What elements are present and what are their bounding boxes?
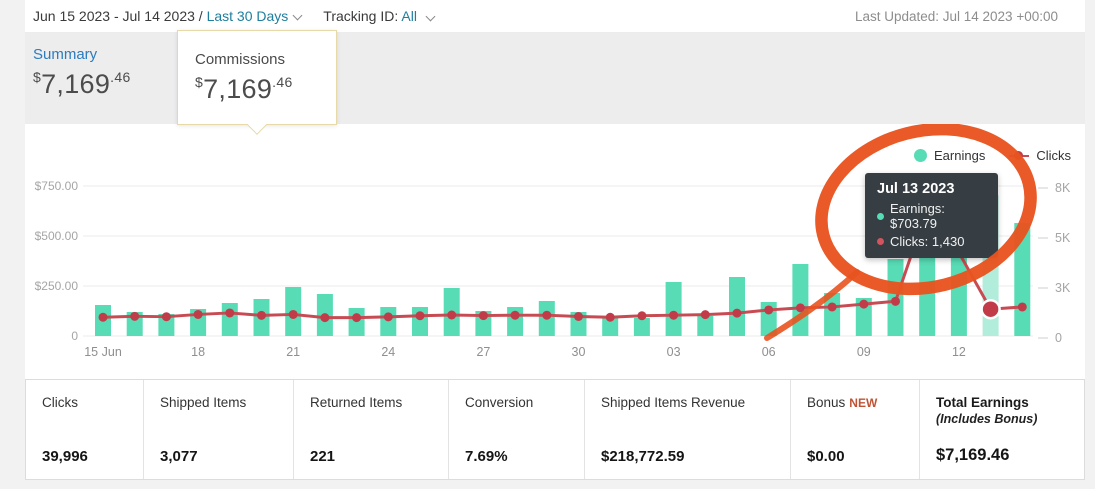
stat-value: $218,772.59 [601, 448, 685, 465]
stat-value: 221 [310, 448, 336, 465]
tracking-id-value-link[interactable]: All [401, 8, 417, 24]
amount-int: 7,169 [203, 74, 273, 104]
chart-legend: Earnings Clicks [914, 148, 1071, 163]
tab-summary[interactable]: Summary $7,169.46 [33, 46, 1085, 100]
stat-shipped-items-revenue: Shipped Items Revenue $218,772.59 [584, 380, 790, 479]
legend-item-earnings[interactable]: Earnings [914, 148, 985, 163]
tooltip-earnings-value: Earnings: $703.79 [890, 201, 945, 231]
svg-text:21: 21 [286, 345, 300, 359]
chevron-down-icon[interactable] [292, 10, 303, 20]
legend-clicks-label: Clicks [1036, 148, 1071, 163]
stat-label: Shipped Items Revenue [601, 395, 746, 410]
svg-text:5K: 5K [1055, 231, 1071, 245]
svg-text:0: 0 [71, 329, 78, 343]
stat-sublabel: (Includes Bonus) [936, 412, 1038, 426]
svg-text:03: 03 [667, 345, 681, 359]
stat-value: 7.69% [465, 448, 508, 465]
amount-dec: .46 [110, 69, 131, 85]
svg-text:$250.00: $250.00 [35, 279, 79, 293]
stat-value: $0.00 [807, 448, 845, 465]
date-range-text: Jun 15 2023 - Jul 14 2023 / [33, 8, 203, 24]
svg-text:24: 24 [381, 345, 395, 359]
stat-label: Total Earnings [936, 395, 1029, 410]
top-bar: Jun 15 2023 - Jul 14 2023 / Last 30 Days… [25, 0, 1085, 33]
earnings-bullet-icon [877, 212, 884, 220]
stat-label: Bonus [807, 395, 846, 410]
amount-dec: .46 [272, 74, 293, 90]
stat-bonus: Bonus NEW $0.00 [790, 380, 919, 479]
last-updated-text: Last Updated: Jul 14 2023 +00:00 [854, 8, 1058, 24]
new-badge: NEW [849, 396, 878, 410]
svg-text:0: 0 [1055, 331, 1062, 345]
stat-shipped-items: Shipped Items 3,077 [143, 380, 293, 479]
stat-conversion: Conversion 7.69% [448, 380, 584, 479]
tooltip-clicks-value: Clicks: 1,430 [890, 234, 965, 249]
stats-row: Clicks 39,996 Shipped Items 3,077 Return… [25, 379, 1085, 480]
stat-label: Conversion [465, 395, 534, 410]
legend-item-clicks[interactable]: Clicks [1009, 148, 1071, 163]
currency-symbol: $ [195, 74, 204, 90]
stat-value: $7,169.46 [936, 446, 1010, 464]
summary-tab-label[interactable]: Summary [33, 46, 98, 63]
clicks-bullet-icon [877, 238, 884, 245]
chevron-down-icon[interactable] [425, 11, 436, 22]
legend-earnings-label: Earnings [934, 148, 986, 163]
svg-text:18: 18 [191, 345, 205, 359]
svg-text:$750.00: $750.00 [35, 179, 79, 193]
svg-text:3K: 3K [1055, 281, 1071, 295]
earnings-dot-icon [914, 149, 928, 162]
earnings-clicks-chart: $750.00 8K $500.00 5K $250.00 3K 0 0 15 Jun 18 21 2… [25, 124, 1085, 379]
svg-text:15 Jun: 15 Jun [84, 345, 122, 359]
commissions-popup-label: Commissions [195, 51, 286, 68]
chart-tooltip: Jul 13 2023 Earnings: $703.79 Clicks: 1,… [865, 173, 998, 258]
stat-label: Shipped Items [160, 395, 247, 410]
date-range-preset-link[interactable]: Last 30 Days [206, 8, 289, 24]
commissions-amount: $7,169.46 [195, 74, 336, 105]
stat-label: Clicks [42, 395, 78, 410]
svg-text:8K: 8K [1055, 181, 1071, 195]
stat-returned-items: Returned Items 221 [293, 380, 448, 479]
tracking-id-label: Tracking ID: [323, 8, 399, 24]
svg-text:12: 12 [952, 345, 966, 359]
commissions-popup: Commissions $7,169.46 [177, 30, 337, 125]
stat-value: 39,996 [42, 448, 88, 465]
tooltip-date: Jul 13 2023 [877, 181, 955, 197]
currency-symbol: $ [33, 69, 42, 85]
clicks-dot-line-icon [1009, 149, 1030, 162]
stat-label: Returned Items [310, 395, 403, 410]
svg-text:$500.00: $500.00 [35, 229, 79, 243]
amount-int: 7,169 [41, 69, 111, 99]
stat-clicks: Clicks 39,996 [26, 380, 143, 479]
svg-text:30: 30 [572, 345, 586, 359]
stat-value: 3,077 [160, 448, 198, 465]
svg-text:27: 27 [476, 345, 490, 359]
stat-total-earnings: Total Earnings (Includes Bonus) $7,169.4… [919, 380, 1084, 479]
svg-text:09: 09 [857, 345, 871, 359]
svg-text:06: 06 [762, 345, 776, 359]
summary-amount: $7,169.46 [33, 69, 1085, 100]
